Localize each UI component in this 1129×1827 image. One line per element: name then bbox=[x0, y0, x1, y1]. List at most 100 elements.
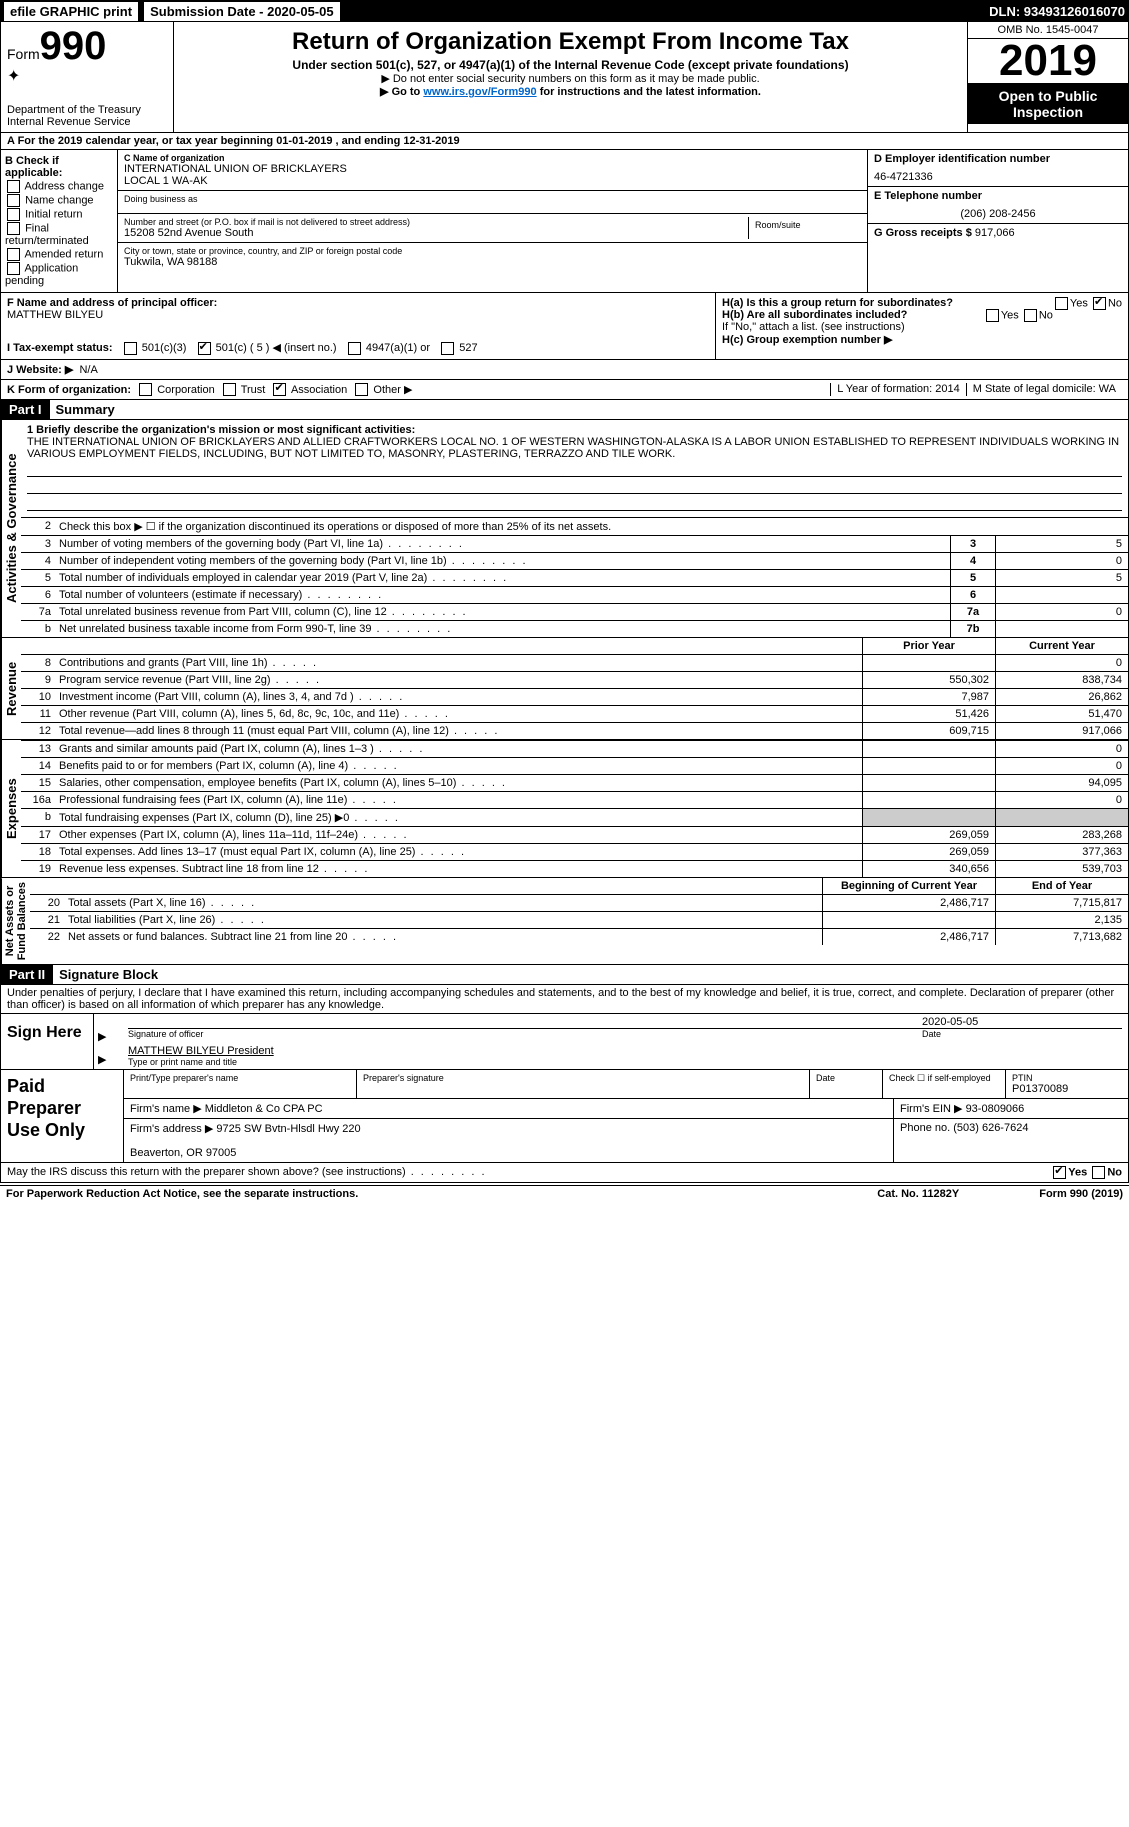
check-527[interactable] bbox=[441, 342, 454, 355]
ha-yes[interactable] bbox=[1055, 297, 1068, 310]
self-employed-check[interactable]: Check ☐ if self-employed bbox=[883, 1070, 1006, 1098]
col-prior-year: Prior Year bbox=[862, 638, 995, 654]
vtab-expenses: Expenses bbox=[1, 740, 21, 877]
box-l: L Year of formation: 2014 bbox=[830, 383, 966, 397]
check-amended[interactable] bbox=[7, 248, 20, 261]
part1-header: Part I Summary bbox=[0, 400, 1129, 420]
discuss-no[interactable] bbox=[1092, 1166, 1105, 1179]
tax-year: 2019 bbox=[968, 39, 1128, 84]
check-501c3[interactable] bbox=[124, 342, 137, 355]
check-name-change[interactable] bbox=[7, 194, 20, 207]
summary-line: 13Grants and similar amounts paid (Part … bbox=[21, 740, 1128, 757]
row-f-h: F Name and address of principal officer:… bbox=[0, 293, 1129, 360]
summary-line: 12Total revenue—add lines 8 through 11 (… bbox=[21, 722, 1128, 739]
col-begin-year: Beginning of Current Year bbox=[822, 878, 995, 894]
form-word: Form bbox=[7, 46, 40, 62]
discuss-row: May the IRS discuss this return with the… bbox=[0, 1163, 1129, 1183]
efile-label[interactable]: efile GRAPHIC print bbox=[4, 2, 138, 21]
q1-label: 1 Briefly describe the organization's mi… bbox=[27, 424, 415, 436]
footer-left: For Paperwork Reduction Act Notice, see … bbox=[6, 1188, 877, 1200]
check-app-pending[interactable] bbox=[7, 262, 20, 275]
section-expenses: Expenses 13Grants and similar amounts pa… bbox=[0, 740, 1129, 878]
paid-preparer-label: Paid Preparer Use Only bbox=[1, 1070, 124, 1162]
q2-text: Check this box ▶ ☐ if the organization d… bbox=[55, 518, 1128, 535]
signature-block: Under penalties of perjury, I declare th… bbox=[0, 985, 1129, 1070]
box-d: D Employer identification number 46-4721… bbox=[868, 150, 1128, 187]
firm-name: Middleton & Co CPA PC bbox=[205, 1103, 323, 1115]
footer-right: Form 990 (2019) bbox=[1039, 1188, 1123, 1200]
summary-line: 18Total expenses. Add lines 13–17 (must … bbox=[21, 843, 1128, 860]
sign-here-label: Sign Here bbox=[1, 1014, 94, 1069]
form-title: Return of Organization Exempt From Incom… bbox=[180, 28, 961, 56]
row-klm: K Form of organization: Corporation Trus… bbox=[0, 380, 1129, 401]
mission-text: THE INTERNATIONAL UNION OF BRICKLAYERS A… bbox=[27, 436, 1122, 460]
line-a: A For the 2019 calendar year, or tax yea… bbox=[0, 133, 1129, 150]
box-c-address: Number and street (or P.O. box if mail i… bbox=[118, 214, 867, 243]
summary-line: 6Total number of volunteers (estimate if… bbox=[21, 586, 1128, 603]
check-4947[interactable] bbox=[348, 342, 361, 355]
footer: For Paperwork Reduction Act Notice, see … bbox=[0, 1185, 1129, 1202]
summary-line: 10Investment income (Part VIII, column (… bbox=[21, 688, 1128, 705]
summary-line: 7aTotal unrelated business revenue from … bbox=[21, 603, 1128, 620]
officer-name: MATTHEW BILYEU President bbox=[128, 1045, 1122, 1057]
check-501c[interactable] bbox=[198, 342, 211, 355]
summary-line: 20Total assets (Part X, line 16)2,486,71… bbox=[30, 894, 1128, 911]
summary-line: 21Total liabilities (Part X, line 26)2,1… bbox=[30, 911, 1128, 928]
note-goto: ▶ Go to www.irs.gov/Form990 for instruct… bbox=[180, 85, 961, 98]
form-subtitle: Under section 501(c), 527, or 4947(a)(1)… bbox=[180, 58, 961, 72]
check-other[interactable] bbox=[355, 383, 368, 396]
penalty-text: Under penalties of perjury, I declare th… bbox=[1, 985, 1128, 1013]
firm-ein: 93-0809066 bbox=[966, 1103, 1025, 1115]
check-initial-return[interactable] bbox=[7, 208, 20, 221]
submission-date: Submission Date - 2020-05-05 bbox=[144, 2, 340, 21]
open-to-public: Open to Public Inspection bbox=[968, 84, 1128, 124]
footer-cat: Cat. No. 11282Y bbox=[877, 1188, 959, 1200]
sig-date-label: Date bbox=[922, 1029, 1122, 1039]
preparer-sig-label: Preparer's signature bbox=[357, 1070, 810, 1098]
box-c-city: City or town, state or province, country… bbox=[118, 243, 867, 271]
officer-name-label: Type or print name and title bbox=[128, 1057, 1122, 1067]
box-e: E Telephone number (206) 208-2456 bbox=[868, 187, 1128, 224]
form-header: Form990 ✦ Department of the Treasury Int… bbox=[0, 22, 1129, 133]
box-f: F Name and address of principal officer:… bbox=[1, 293, 716, 359]
summary-line: 15Salaries, other compensation, employee… bbox=[21, 774, 1128, 791]
irs-link[interactable]: www.irs.gov/Form990 bbox=[423, 86, 536, 98]
firm-phone: (503) 626-7624 bbox=[953, 1122, 1028, 1134]
summary-line: 9Program service revenue (Part VIII, lin… bbox=[21, 671, 1128, 688]
form-number: 990 bbox=[40, 24, 107, 68]
section-revenue: Revenue Prior Year Current Year 8Contrib… bbox=[0, 638, 1129, 740]
check-address-change[interactable] bbox=[7, 180, 20, 193]
dln: DLN: 93493126016070 bbox=[989, 4, 1125, 19]
ptin: P01370089 bbox=[1012, 1083, 1122, 1095]
check-trust[interactable] bbox=[223, 383, 236, 396]
summary-line: 4Number of independent voting members of… bbox=[21, 552, 1128, 569]
dept-treasury: Department of the Treasury Internal Reve… bbox=[7, 104, 167, 128]
hb-no[interactable] bbox=[1024, 309, 1037, 322]
summary-line: 8Contributions and grants (Part VIII, li… bbox=[21, 654, 1128, 671]
summary-line: 19Revenue less expenses. Subtract line 1… bbox=[21, 860, 1128, 877]
summary-line: 16aProfessional fundraising fees (Part I… bbox=[21, 791, 1128, 808]
top-bar: efile GRAPHIC print Submission Date - 20… bbox=[0, 0, 1129, 22]
box-h: H(a) Is this a group return for subordin… bbox=[716, 293, 1128, 359]
summary-line: 5Total number of individuals employed in… bbox=[21, 569, 1128, 586]
vtab-governance: Activities & Governance bbox=[1, 420, 21, 637]
sig-date-val: 2020-05-05 bbox=[922, 1016, 1122, 1028]
col-current-year: Current Year bbox=[995, 638, 1128, 654]
summary-line: 17Other expenses (Part IX, column (A), l… bbox=[21, 826, 1128, 843]
check-assoc[interactable] bbox=[273, 383, 286, 396]
box-c-dba: Doing business as bbox=[118, 191, 867, 214]
irs-logo-icon: ✦ bbox=[7, 66, 167, 86]
summary-line: 14Benefits paid to or for members (Part … bbox=[21, 757, 1128, 774]
vtab-netassets: Net Assets or Fund Balances bbox=[1, 878, 30, 964]
summary-line: 22Net assets or fund balances. Subtract … bbox=[30, 928, 1128, 945]
box-g: G Gross receipts $ 917,066 bbox=[868, 224, 1128, 242]
discuss-yes[interactable] bbox=[1053, 1166, 1066, 1179]
check-final-return[interactable] bbox=[7, 222, 20, 235]
paid-preparer: Paid Preparer Use Only Print/Type prepar… bbox=[0, 1070, 1129, 1163]
note-ssn: ▶ Do not enter social security numbers o… bbox=[180, 72, 961, 85]
check-corp[interactable] bbox=[139, 383, 152, 396]
hb-yes[interactable] bbox=[986, 309, 999, 322]
ha-no[interactable] bbox=[1093, 297, 1106, 310]
preparer-name-label: Print/Type preparer's name bbox=[124, 1070, 357, 1098]
summary-line: bNet unrelated business taxable income f… bbox=[21, 620, 1128, 637]
